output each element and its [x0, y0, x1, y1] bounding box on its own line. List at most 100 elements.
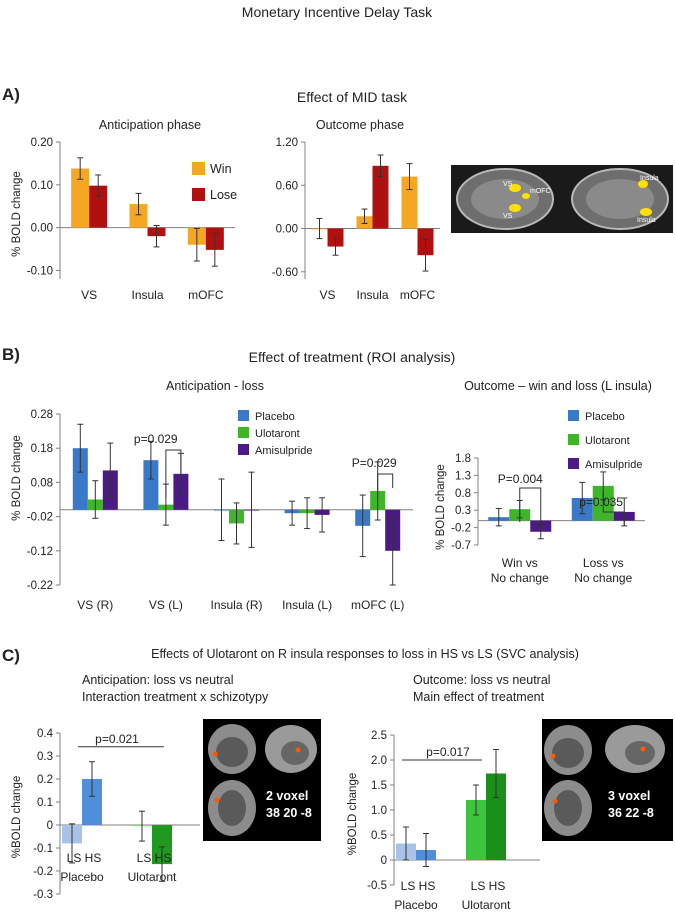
b2-category-label: No change: [574, 571, 632, 585]
c1-subtitle: Interaction treatment x schizotypy: [82, 690, 269, 704]
charts: 0.200.100.00-0.10% BOLD changeAnticipati…: [11, 118, 652, 912]
b2-ytick-label: 0.3: [455, 505, 471, 517]
c1-title: Anticipation: loss vs neutral: [82, 673, 233, 687]
c1-bar: [82, 779, 102, 825]
brain-label-insula-2: Insula: [637, 217, 656, 224]
a2-category-label: VS: [319, 288, 335, 302]
a1-bar: [71, 168, 90, 228]
a1-legend-swatch: [192, 188, 205, 201]
a1-category-label: Insula: [131, 288, 163, 302]
section-b-label: B): [2, 345, 20, 364]
b2-category-label: Loss vs: [583, 556, 624, 570]
b2-legend-label: Ulotaront: [585, 435, 630, 447]
section-a-title: Effect of MID task: [297, 89, 408, 105]
brain-label-mofc: mOFC: [530, 188, 551, 195]
c1-bar-label: HS: [85, 851, 102, 865]
a1-legend-swatch: [192, 162, 205, 175]
b2-legend-swatch: [568, 434, 579, 445]
b2-ytick-label: 1.8: [455, 453, 471, 465]
a1-bar: [129, 204, 148, 228]
section-a-label: A): [2, 85, 20, 104]
a1-ytick-label: -0.10: [27, 265, 53, 277]
c2-ylabel: %BOLD change: [347, 773, 359, 855]
c2-pvalue: p=0.017: [426, 745, 470, 759]
b2-sig-bracket: [602, 492, 625, 525]
a1-category-label: mOFC: [188, 288, 224, 302]
b2-title: Outcome – win and loss (L insula): [464, 379, 652, 393]
b2-ytick-label: -0.2: [451, 523, 471, 535]
a1-bar: [89, 185, 108, 228]
b2-ytick-label: 0.8: [455, 488, 471, 500]
b1-pvalue: P=0.029: [352, 456, 397, 470]
b1-sig-bracket: [377, 473, 394, 499]
c1-bar: [152, 825, 172, 865]
coords-label-b: 36 22 -8: [608, 806, 654, 820]
c1-bar-label: LS: [67, 851, 82, 865]
c1-bar-label: HS: [155, 851, 172, 865]
a2-ytick-label: 1.20: [276, 137, 298, 149]
b2-ytick-label: -0.7: [451, 540, 471, 552]
b1-legend-swatch: [238, 410, 249, 421]
c1-group-label: Ulotaront: [128, 870, 177, 884]
c1-ytick-label: 0.2: [37, 774, 53, 786]
c1-ytick-label: 0: [47, 820, 53, 832]
b1-category-label: Insula (L): [282, 598, 332, 612]
section-b-title: Effect of treatment (ROI analysis): [249, 349, 456, 365]
c2-group-label: Placebo: [394, 898, 438, 912]
a1-ylabel: % BOLD change: [11, 171, 23, 257]
b1-category-label: VS (L): [149, 598, 183, 612]
c2-bar-label: HS: [419, 879, 436, 893]
c2-bar: [486, 773, 506, 860]
b1-legend-swatch: [238, 427, 249, 438]
b1-category-label: VS (R): [77, 598, 113, 612]
brain-image-c2: 3 voxel 36 22 -8: [542, 719, 673, 841]
b1-legend-label: Placebo: [255, 411, 295, 423]
b1-sig-bracket: [150, 449, 182, 498]
c1-ytick-label: 0.3: [37, 751, 53, 763]
b2-pvalue: P=0.004: [498, 472, 543, 486]
a2-ytick-label: 0.00: [276, 224, 298, 236]
b2-legend-label: Placebo: [585, 411, 625, 423]
b1-legend-label: Ulotaront: [255, 428, 300, 440]
c1-ytick-label: -0.2: [33, 866, 53, 878]
b1-title: Anticipation - loss: [166, 379, 264, 393]
b1-bar: [72, 448, 88, 510]
b1-ytick-label: 0.08: [31, 477, 53, 489]
b1-category-label: mOFC (L): [351, 598, 404, 612]
c1-ylabel: %BOLD change: [11, 776, 23, 858]
a2-category-label: mOFC: [400, 288, 436, 302]
c1-ytick-label: 0.4: [37, 728, 54, 740]
b1-ytick-label: -0.12: [27, 546, 53, 558]
b2-legend-swatch: [568, 410, 579, 421]
c2-ytick-label: 1.5: [371, 780, 387, 792]
b1-category-label: Insula (R): [210, 598, 262, 612]
a2-title: Outcome phase: [316, 118, 404, 132]
b2-category-label: Win vs: [502, 556, 538, 570]
c1-pvalue: p=0.021: [95, 732, 139, 746]
b1-legend-label: Amisulpride: [255, 445, 312, 457]
a2-ytick-label: 0.60: [276, 180, 298, 192]
c2-bar-label: LS: [401, 879, 416, 893]
b2-ylabel: % BOLD change: [435, 464, 447, 550]
page-title: Monetary Incentive Delay Task: [242, 4, 433, 20]
c2-bar: [466, 800, 486, 860]
b1-legend-swatch: [238, 444, 249, 455]
c2-ytick-label: 1.0: [371, 805, 387, 817]
a1-legend-label: Win: [210, 162, 232, 176]
brain-label-vs-2: VS: [503, 213, 513, 220]
c1-group-label: Placebo: [60, 870, 104, 884]
c2-group-label: Ulotaront: [462, 898, 511, 912]
b2-legend-label: Amisulpride: [585, 459, 642, 471]
brain-label-insula: Insula: [640, 175, 659, 182]
section-c-title: Effects of Ulotaront on R insula respons…: [151, 647, 579, 661]
c1-bar-label: LS: [137, 851, 152, 865]
c2-bar-label: LS: [471, 879, 486, 893]
b1-ylabel: % BOLD change: [11, 435, 23, 521]
a2-ytick-label: -0.60: [272, 267, 298, 279]
c2-bar-label: HS: [489, 879, 506, 893]
c1-ytick-label: 0.1: [37, 797, 53, 809]
b1-pvalue: p=0.029: [134, 432, 178, 446]
voxel-label-a: 2 voxel: [266, 789, 308, 803]
b1-ytick-label: 0.28: [31, 409, 53, 421]
b1-ytick-label: 0.18: [31, 443, 53, 455]
